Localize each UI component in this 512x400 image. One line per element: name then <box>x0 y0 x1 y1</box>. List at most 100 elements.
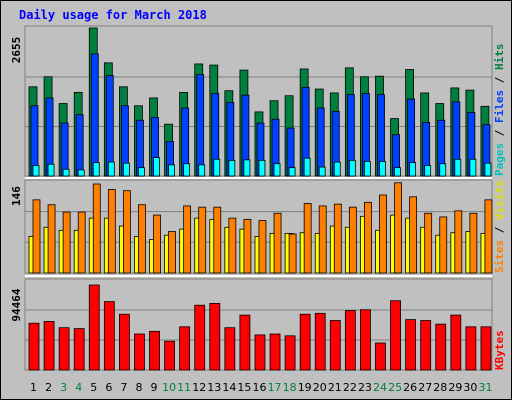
kbytes-bar-day-11 <box>179 326 191 371</box>
pages-bar-day-5 <box>92 162 100 177</box>
x-tick-label-day-13: 13 <box>207 381 221 394</box>
panel-3-max-label: 94464 <box>10 288 23 321</box>
pages-bar-day-23 <box>364 161 371 177</box>
pages-bar-day-28 <box>439 163 447 177</box>
kbytes-bar-day-30 <box>465 326 477 371</box>
pages-bar-day-13 <box>213 158 221 177</box>
x-tick-label-day-23: 23 <box>358 381 372 394</box>
kbytes-bar-day-1 <box>28 322 40 371</box>
sites-bar-day-20 <box>318 205 327 274</box>
files-bar-day-4 <box>75 114 84 177</box>
x-tick-label-day-8: 8 <box>135 381 142 394</box>
pages-bar-day-4 <box>77 169 85 177</box>
x-tick-label-day-3: 3 <box>60 381 67 394</box>
x-tick-label-day-21: 21 <box>328 381 342 394</box>
kbytes-bar-day-23 <box>360 309 371 371</box>
kbytes-bar-day-17 <box>269 333 281 371</box>
files-bar-day-6 <box>105 75 114 177</box>
kbytes-bar-day-31 <box>480 326 492 371</box>
sites-bar-day-21 <box>333 203 342 274</box>
x-tick-label-day-30: 30 <box>463 381 477 394</box>
pages-bar-day-25 <box>394 167 401 177</box>
kbytes-bar-day-28 <box>435 323 447 371</box>
sites-bar-day-30 <box>469 212 478 274</box>
sites-bar-day-4 <box>77 211 86 274</box>
sites-bar-day-18 <box>288 233 297 274</box>
x-tick-label-day-12: 12 <box>192 381 206 394</box>
pages-bar-day-30 <box>469 158 477 177</box>
legend-panel-3: KBytes <box>493 330 506 370</box>
x-tick-label-day-7: 7 <box>120 381 127 394</box>
kbytes-bar-day-22 <box>344 310 356 371</box>
pages-bar-day-15 <box>243 159 251 177</box>
kbytes-bar-day-14 <box>224 327 236 371</box>
x-tick-label-day-6: 6 <box>105 381 112 394</box>
sites-bar-day-8 <box>138 204 146 274</box>
sites-bar-day-17 <box>273 212 282 274</box>
kbytes-bar-day-4 <box>73 328 85 371</box>
kbytes-bar-day-18 <box>284 335 296 371</box>
pages-bar-day-20 <box>318 166 326 177</box>
x-tick-label-day-14: 14 <box>222 381 236 394</box>
sites-bar-day-23 <box>364 201 372 274</box>
legend-panel-2: Sites / Visits <box>493 180 506 273</box>
sites-bar-day-3 <box>62 211 71 274</box>
kbytes-bar-day-19 <box>299 313 311 371</box>
x-tick-label-day-19: 19 <box>298 381 312 394</box>
sites-bar-day-24 <box>379 194 387 274</box>
pages-bar-day-22 <box>348 159 356 177</box>
x-tick-label-day-26: 26 <box>403 381 417 394</box>
files-bar-day-12 <box>196 74 205 177</box>
sites-bar-day-7 <box>122 190 131 274</box>
sites-bar-day-27 <box>424 212 433 274</box>
sites-bar-day-25 <box>394 182 402 274</box>
sites-bar-day-19 <box>303 203 312 274</box>
pages-bar-day-1 <box>32 165 40 177</box>
kbytes-bar-day-29 <box>450 314 462 371</box>
pages-bar-day-6 <box>107 161 115 177</box>
pages-bar-day-12 <box>198 164 206 177</box>
kbytes-bar-day-13 <box>209 303 221 371</box>
pages-bar-day-17 <box>273 163 281 177</box>
legend-hits: Hits <box>493 44 506 71</box>
pages-bar-day-10 <box>168 164 175 177</box>
x-tick-label-day-11: 11 <box>177 381 191 394</box>
x-tick-label-day-9: 9 <box>151 381 158 394</box>
kbytes-bar-day-5 <box>88 284 100 371</box>
legend-files: Files <box>493 90 506 123</box>
x-tick-label-day-29: 29 <box>448 381 462 394</box>
x-tick-label-day-16: 16 <box>253 381 267 394</box>
pages-bar-day-24 <box>379 161 386 177</box>
pages-bar-day-9 <box>153 157 160 177</box>
x-tick-label-day-18: 18 <box>283 381 297 394</box>
pages-bar-day-8 <box>138 167 145 177</box>
pages-bar-day-11 <box>183 163 191 177</box>
pages-bar-day-16 <box>258 159 266 177</box>
kbytes-bar-day-7 <box>118 313 130 371</box>
legend-pages: Pages <box>493 143 506 176</box>
kbytes-bar-day-3 <box>58 327 70 371</box>
legend-sites: Sites <box>493 240 506 273</box>
files-bar-day-5 <box>90 53 99 177</box>
pages-bar-day-3 <box>62 168 70 177</box>
kbytes-bar-day-20 <box>314 312 326 371</box>
pages-bar-day-21 <box>333 161 341 177</box>
x-tick-label-day-2: 2 <box>45 381 52 394</box>
sites-bar-day-12 <box>198 206 207 274</box>
files-bar-day-20 <box>316 107 325 177</box>
sites-bar-day-16 <box>258 220 267 274</box>
sites-bar-day-13 <box>213 206 222 274</box>
kbytes-bar-day-25 <box>390 300 401 371</box>
x-tick-label-day-10: 10 <box>162 381 176 394</box>
kbytes-bar-day-9 <box>149 330 160 371</box>
pages-bar-day-14 <box>228 159 236 177</box>
kbytes-bar-day-6 <box>103 301 115 371</box>
pages-bar-day-27 <box>424 165 432 177</box>
sites-bar-day-1 <box>32 199 41 274</box>
kbytes-bar-day-2 <box>43 321 55 371</box>
kbytes-bar-day-24 <box>375 342 386 371</box>
panel-2-max-label: 146 <box>10 186 23 206</box>
pages-bar-day-29 <box>454 158 462 177</box>
pages-bar-day-2 <box>47 163 55 177</box>
pages-bar-day-7 <box>122 162 130 177</box>
